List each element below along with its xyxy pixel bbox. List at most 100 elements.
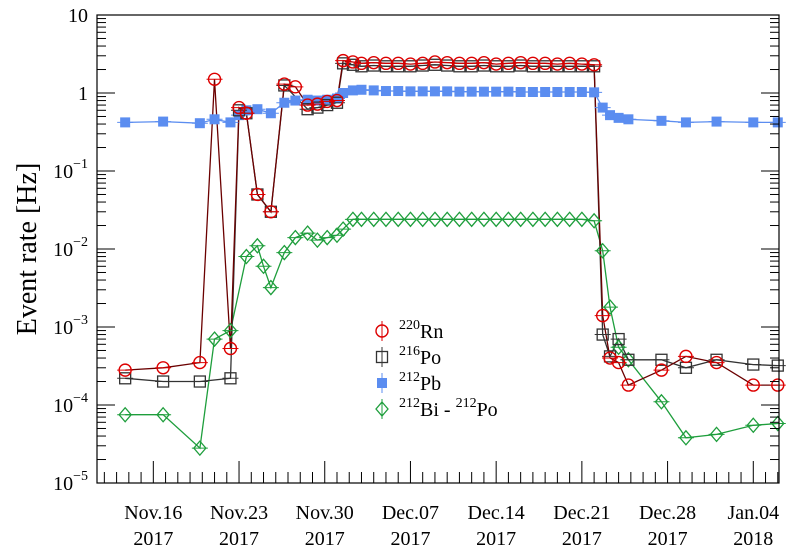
data-point: [621, 378, 636, 392]
data-point: [655, 353, 668, 366]
data-point: [709, 355, 724, 370]
data-point: [477, 211, 491, 228]
data-point: [746, 417, 761, 434]
series-line: [125, 59, 778, 386]
series-markers: [117, 53, 786, 457]
data-point: [466, 86, 477, 97]
data-point: [595, 308, 610, 323]
data-point: [478, 86, 489, 97]
data-point: [513, 211, 528, 228]
data-point: [120, 117, 131, 128]
data-point: [515, 86, 526, 97]
data-point: [679, 349, 693, 364]
data-point: [225, 117, 236, 128]
data-point: [347, 85, 358, 96]
y-tick-label: 10−2: [53, 235, 88, 261]
data-point: [209, 114, 220, 125]
data-point: [770, 415, 785, 432]
data-point: [587, 58, 601, 72]
data-point: [356, 84, 367, 95]
x-tick-label-date: Jan.04: [727, 502, 779, 524]
data-point: [403, 211, 418, 228]
data-point: [250, 187, 265, 202]
data-point: [540, 86, 551, 97]
x-tick-label-date: Nov.30: [296, 502, 354, 524]
data-point: [192, 440, 207, 457]
data-point: [680, 117, 691, 128]
data-point: [491, 86, 502, 97]
data-point: [564, 86, 575, 97]
data-point: [772, 117, 783, 128]
x-tick-label-year: 2017: [562, 528, 602, 550]
data-point: [605, 110, 616, 121]
data-point: [346, 55, 360, 69]
data-point: [118, 363, 132, 377]
x-tick-label-date: Dec.07: [382, 502, 439, 524]
data-point: [252, 104, 263, 115]
data-point: [464, 211, 479, 228]
y-tick-label-exp: −3: [73, 313, 88, 328]
data-point: [119, 372, 132, 385]
y-tick-label-exp: −2: [73, 235, 88, 250]
data-point: [234, 110, 245, 121]
x-tick-label-year: 2017: [305, 528, 345, 550]
data-point: [156, 375, 170, 388]
data-point: [207, 331, 222, 348]
legend-entry-label: 216Po: [399, 344, 441, 369]
data-point: [405, 86, 416, 97]
data-point: [429, 86, 440, 97]
data-point: [366, 211, 381, 228]
data-point: [552, 86, 563, 97]
data-point: [656, 115, 667, 126]
x-tick-label-date: Dec.21: [553, 502, 610, 524]
data-point: [290, 95, 301, 106]
data-point: [338, 88, 349, 98]
data-point: [654, 393, 669, 410]
x-tick-label-date: Nov.23: [210, 502, 268, 524]
y-tick-label-exp: −1: [73, 157, 88, 172]
data-point: [223, 341, 238, 356]
data-point: [440, 211, 455, 228]
data-point: [654, 363, 669, 377]
data-point: [452, 211, 467, 228]
data-point: [300, 98, 315, 112]
y-tick-label: 10−5: [53, 469, 88, 495]
data-point: [550, 211, 565, 228]
data-point: [622, 353, 635, 366]
data-point: [118, 406, 133, 423]
data-point: [501, 211, 516, 228]
y-tick-label: 10−3: [53, 313, 88, 339]
data-point: [611, 355, 626, 370]
data-point: [746, 378, 760, 392]
legend-entry-label: 212Pb: [399, 370, 441, 395]
data-point: [747, 358, 760, 371]
data-point: [575, 211, 589, 228]
data-point: [589, 87, 600, 98]
y-axis-label: Event rate [Hz]: [12, 163, 43, 336]
data-point: [597, 102, 608, 113]
data-point: [623, 114, 634, 125]
data-point: [595, 242, 610, 259]
x-tick-label-year: 2017: [219, 528, 259, 550]
y-tick-label-exp: −5: [73, 469, 88, 484]
data-point: [417, 86, 428, 97]
x-tick-label-year: 2018: [733, 528, 773, 550]
data-point: [256, 258, 271, 275]
y-tick-label-exp: −4: [73, 391, 88, 406]
y-tick-label: 1: [78, 83, 88, 105]
y-tick-label-base: 10: [53, 317, 73, 339]
data-point: [375, 324, 389, 338]
data-point: [587, 212, 601, 229]
data-point: [288, 229, 303, 246]
data-point: [207, 72, 222, 86]
data-point: [330, 93, 344, 108]
data-point: [288, 80, 303, 94]
data-point: [391, 211, 406, 228]
data-point: [193, 375, 207, 388]
data-point: [596, 328, 609, 341]
data-point: [320, 94, 334, 109]
data-point: [380, 86, 391, 97]
